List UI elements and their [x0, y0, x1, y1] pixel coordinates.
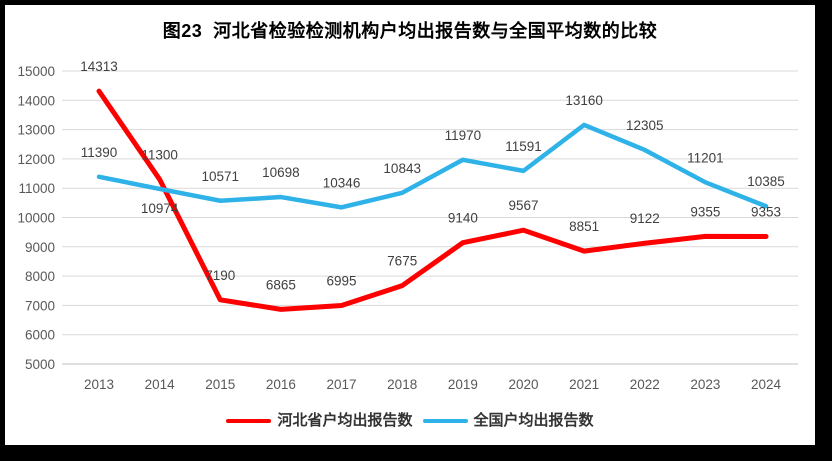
chart-canvas: 图23 河北省检验检测机构户均出报告数与全国平均数的比较 15000 14000 1…: [5, 5, 815, 445]
y-tick-label: 10000: [17, 211, 55, 226]
y-tick-label: 9000: [25, 240, 55, 255]
chart-legend: 河北省户均出报告数 全国户均出报告数: [5, 413, 815, 428]
y-tick-label: 12000: [17, 152, 55, 167]
legend-label-national: 全国户均出报告数: [473, 412, 594, 429]
x-tick-label: 2013: [84, 377, 114, 392]
legend-swatch-national-line: [422, 418, 468, 423]
y-tick-label: 6000: [25, 328, 55, 343]
data-label-hebei: 6995: [327, 274, 357, 289]
series-line-hebei: [96, 88, 769, 312]
data-label-hebei: 8851: [569, 219, 599, 234]
legend-label-hebei: 河北省户均出报告数: [277, 412, 413, 429]
x-tick-label: 2021: [569, 377, 599, 392]
data-label-national: 10346: [323, 175, 361, 190]
data-label-national: 11390: [81, 145, 118, 160]
data-label-national: 10571: [202, 169, 240, 184]
data-label-national: 11201: [687, 150, 724, 165]
x-tick-label: 2017: [327, 377, 357, 392]
y-tick-label: 7000: [25, 298, 55, 313]
x-tick-label: 2015: [205, 377, 235, 392]
x-tick-label: 2024: [751, 377, 782, 392]
x-tick-label: 2020: [508, 377, 538, 392]
line-chart-plot-area: 15000 14000 13000 12000 11000 10000 9000 8000 70…: [17, 59, 798, 392]
chart-title: 图23 河北省检验检测机构户均出报告数与全国平均数的比较: [162, 21, 658, 41]
data-label-national: 10974: [141, 201, 179, 216]
data-label-hebei: 9567: [508, 198, 538, 213]
data-label-national: 12305: [626, 118, 664, 133]
data-label-hebei: 14313: [80, 59, 118, 74]
data-label-hebei: 9122: [630, 211, 660, 226]
y-tick-label: 15000: [17, 64, 55, 79]
x-tick-label: 2022: [630, 377, 660, 392]
y-tick-label: 14000: [17, 93, 55, 108]
data-label-national: 13160: [565, 93, 603, 108]
y-tick-label: 8000: [25, 269, 55, 284]
series-line-national: [96, 122, 769, 210]
data-label-hebei: 7190: [205, 268, 235, 283]
x-tick-label: 2014: [145, 377, 176, 392]
y-tick-label: 11000: [18, 181, 55, 196]
data-label-hebei: 11300: [141, 147, 178, 162]
data-label-national: 10385: [747, 174, 785, 189]
y-tick-label: 5000: [25, 357, 55, 372]
data-label-hebei: 6865: [266, 277, 296, 292]
data-label-hebei: 7675: [387, 254, 417, 269]
y-tick-label: 13000: [17, 123, 55, 138]
data-label-national: 10698: [262, 165, 300, 180]
x-tick-label: 2019: [448, 377, 478, 392]
data-label-hebei: 9140: [448, 211, 478, 226]
data-label-national: 10843: [383, 161, 421, 176]
data-label-hebei: 9353: [751, 204, 781, 219]
x-tick-label: 2016: [266, 377, 296, 392]
legend-swatch-hebei-line: [226, 418, 272, 423]
data-label-hebei: 9355: [690, 204, 720, 219]
x-tick-label: 2018: [387, 377, 417, 392]
data-label-national: 11591: [505, 139, 542, 154]
data-label-national: 11970: [445, 128, 482, 143]
x-tick-label: 2023: [690, 377, 720, 392]
